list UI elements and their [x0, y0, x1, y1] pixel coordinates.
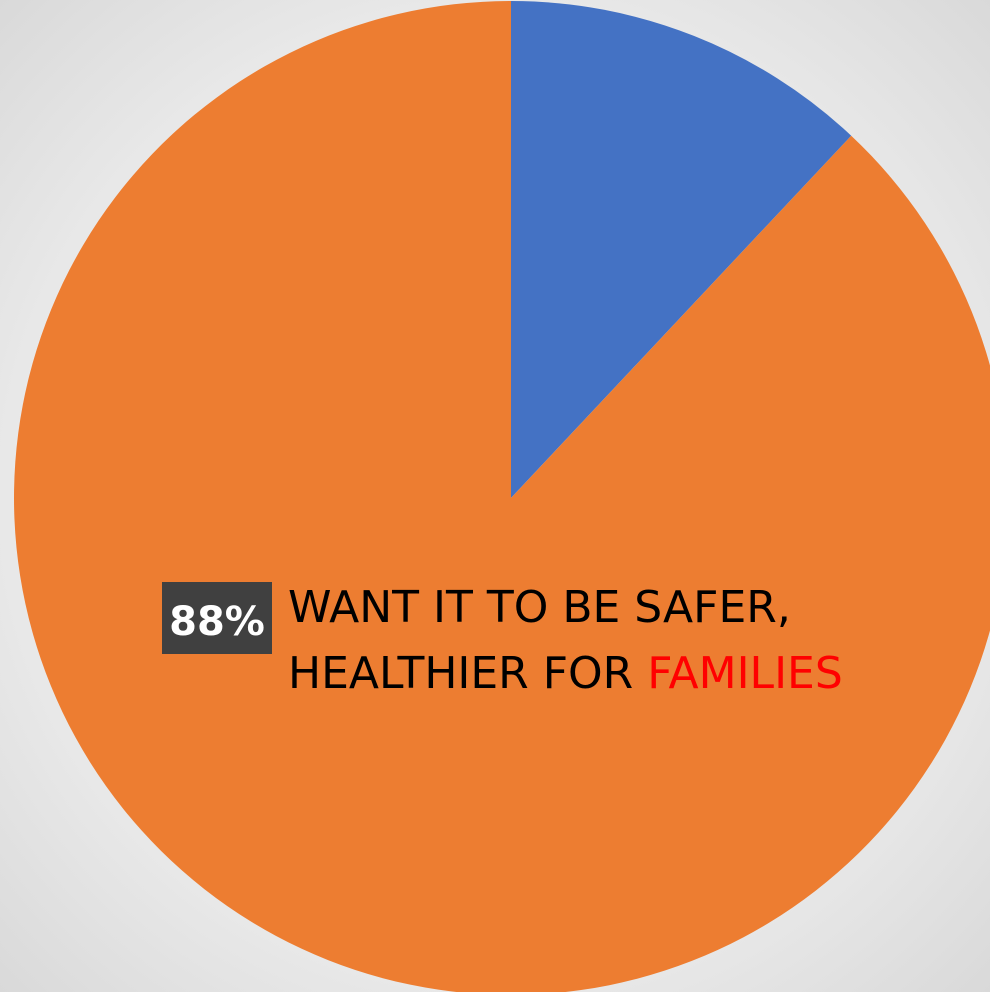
value-box	[162, 582, 272, 654]
pie-slice-2	[14, 1, 990, 992]
label-line-2-text: HEALTHIER FOR	[288, 648, 647, 699]
value-label: 88%	[169, 599, 265, 645]
label-line-1: WANT IT TO BE SAFER,	[288, 582, 791, 633]
pie-slice-1	[511, 1, 852, 498]
data-label-88: 88% WANT IT TO BE SAFER, HEALTHIER FOR F…	[162, 582, 843, 699]
label-families-highlight: FAMILIES	[647, 648, 843, 699]
label-line-2: HEALTHIER FOR FAMILIES	[288, 648, 843, 699]
label-line-1-text: WANT IT TO BE SAFER,	[288, 582, 791, 633]
pie-slices	[14, 1, 990, 992]
